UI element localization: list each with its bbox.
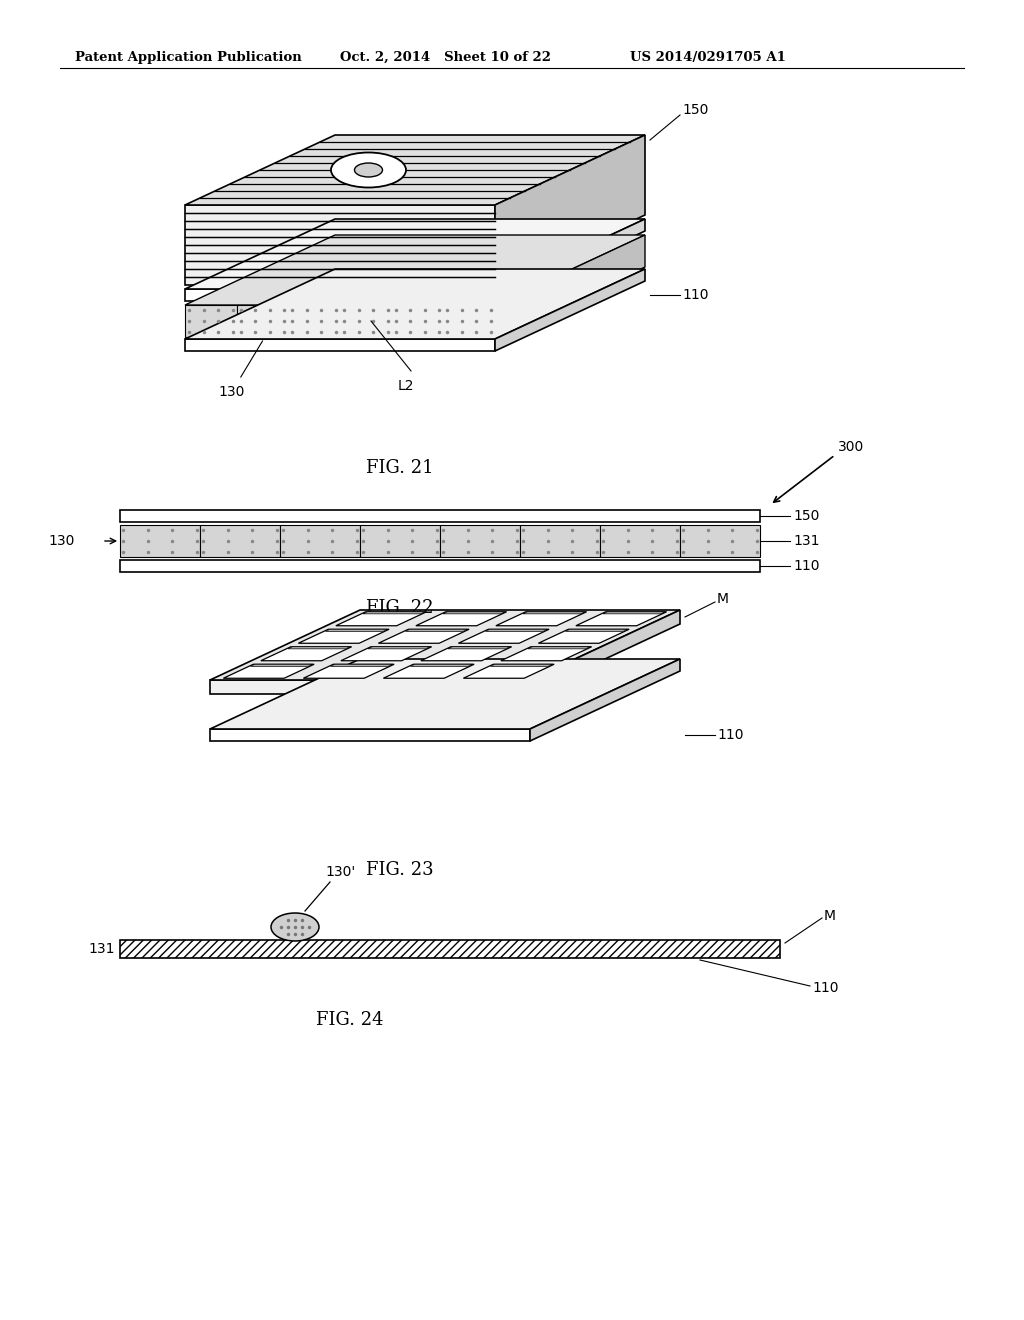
Polygon shape [523,611,585,614]
Text: 110: 110 [793,558,819,573]
Text: FIG. 22: FIG. 22 [367,599,434,616]
Polygon shape [495,269,645,351]
Polygon shape [288,647,350,649]
Polygon shape [251,664,312,667]
Text: 150: 150 [793,510,819,523]
Polygon shape [120,940,780,958]
Text: 110: 110 [812,981,839,995]
Polygon shape [383,664,474,678]
Polygon shape [495,135,645,285]
Polygon shape [185,339,495,351]
Polygon shape [459,630,549,643]
Text: US 2014/0291705 A1: US 2014/0291705 A1 [630,50,785,63]
Text: 130: 130 [218,385,245,399]
Polygon shape [341,647,432,661]
Text: 130': 130' [325,865,355,879]
Polygon shape [406,630,468,631]
Text: Oct. 2, 2014   Sheet 10 of 22: Oct. 2, 2014 Sheet 10 of 22 [340,50,551,63]
Polygon shape [575,611,667,626]
Polygon shape [520,525,600,557]
Polygon shape [443,611,505,614]
Polygon shape [539,630,629,643]
Polygon shape [501,647,592,661]
Polygon shape [200,525,280,557]
Polygon shape [440,525,520,557]
Polygon shape [368,647,430,649]
Polygon shape [485,630,548,631]
Polygon shape [391,305,443,337]
Polygon shape [495,235,645,337]
Polygon shape [120,560,760,572]
Text: FIG. 21: FIG. 21 [367,459,434,477]
Polygon shape [463,664,554,678]
Text: M: M [717,591,729,606]
Polygon shape [210,729,530,741]
Polygon shape [210,610,680,680]
Polygon shape [120,525,200,557]
Polygon shape [185,205,495,285]
Text: M: M [824,909,836,923]
Text: Patent Application Publication: Patent Application Publication [75,50,302,63]
Text: 110: 110 [682,288,709,302]
Text: 150: 150 [682,103,709,117]
Polygon shape [600,525,680,557]
Polygon shape [565,630,628,631]
Polygon shape [210,680,530,694]
Polygon shape [210,659,680,729]
Polygon shape [185,135,645,205]
Polygon shape [298,630,389,643]
Text: 110: 110 [717,729,743,742]
Polygon shape [447,647,510,649]
Polygon shape [603,611,665,614]
Polygon shape [528,647,590,649]
Polygon shape [326,630,387,631]
Polygon shape [261,647,351,661]
Ellipse shape [354,162,383,177]
Polygon shape [237,305,289,337]
Polygon shape [289,305,340,337]
Text: 131: 131 [88,942,115,956]
Polygon shape [336,611,427,626]
Polygon shape [340,305,391,337]
Polygon shape [185,219,645,289]
Polygon shape [530,659,680,741]
Polygon shape [331,664,392,667]
Polygon shape [303,664,394,678]
Polygon shape [360,525,440,557]
Polygon shape [421,647,512,661]
Polygon shape [185,235,645,305]
Text: L2: L2 [397,379,415,393]
Polygon shape [443,305,495,337]
Text: 130: 130 [49,535,75,548]
Polygon shape [530,610,680,694]
Polygon shape [411,664,472,667]
Text: FIG. 24: FIG. 24 [316,1011,384,1030]
Polygon shape [495,219,645,301]
Polygon shape [185,269,645,339]
Polygon shape [185,289,495,301]
Text: 300: 300 [838,440,864,454]
Polygon shape [185,305,237,337]
Polygon shape [490,664,553,667]
Ellipse shape [271,913,319,941]
Text: FIG. 23: FIG. 23 [367,861,434,879]
Polygon shape [362,611,425,614]
Polygon shape [496,611,587,626]
Polygon shape [680,525,760,557]
Ellipse shape [331,153,406,187]
Text: 131: 131 [793,535,819,548]
Polygon shape [120,510,760,521]
Polygon shape [223,664,314,678]
Polygon shape [416,611,507,626]
Polygon shape [378,630,469,643]
Polygon shape [280,525,360,557]
